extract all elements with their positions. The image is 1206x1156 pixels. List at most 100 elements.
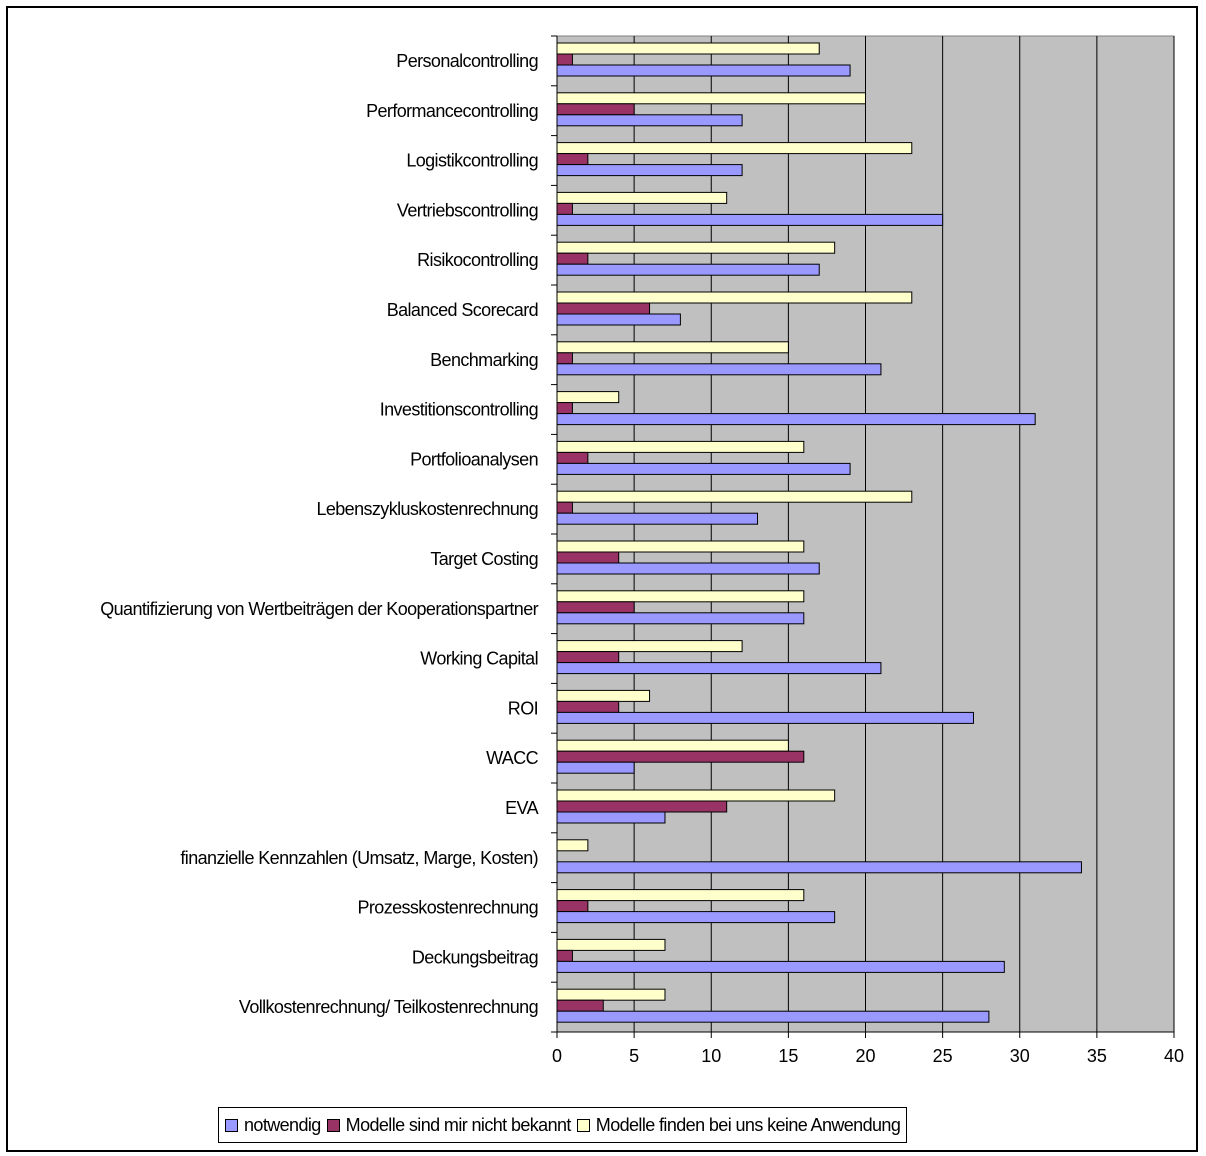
bar — [556, 700, 620, 713]
bar — [556, 999, 604, 1012]
category-label: Performancecontrolling — [366, 101, 538, 121]
bar — [556, 413, 1036, 426]
bar — [556, 651, 620, 664]
bar — [556, 900, 589, 913]
bar — [556, 402, 573, 415]
bar — [556, 601, 635, 614]
bar — [556, 889, 805, 902]
bar — [556, 490, 913, 503]
bar — [556, 42, 820, 55]
category-label: Logistikcontrolling — [406, 151, 538, 171]
bar — [556, 839, 589, 852]
bar — [556, 114, 743, 127]
bar — [556, 291, 913, 304]
bar — [556, 988, 666, 1001]
bar — [556, 313, 681, 326]
category-label: Vertriebscontrolling — [397, 200, 538, 220]
bar — [556, 53, 573, 66]
category-label: Target Costing — [430, 549, 538, 569]
bar — [556, 960, 1005, 973]
category-labels: Personalcontrolling Performancecontrollin… — [100, 51, 539, 1017]
bar — [556, 153, 589, 166]
bar — [556, 451, 589, 464]
legend: notwendig Modelle sind mir nicht bekannt… — [218, 1107, 908, 1143]
bar — [556, 938, 666, 951]
category-label: ROI — [508, 698, 538, 718]
bar — [556, 252, 589, 265]
legend-swatch — [576, 1118, 590, 1132]
tick-label: 0 — [552, 1046, 562, 1066]
bar — [556, 562, 820, 575]
category-label: Personalcontrolling — [396, 51, 538, 71]
legend-label: notwendig — [244, 1114, 321, 1135]
category-label: Quantifizierung von Wertbeiträgen der Ko… — [100, 599, 538, 619]
bars — [556, 42, 1082, 1023]
bar — [556, 363, 882, 376]
bar — [556, 164, 743, 177]
bar — [556, 103, 635, 116]
tick-labels: 0 5 10 15 20 25 30 35 40 — [552, 1046, 1184, 1066]
bar — [556, 1010, 990, 1023]
bar — [556, 911, 836, 924]
bar — [556, 302, 651, 315]
category-label: Investitionscontrolling — [380, 400, 538, 420]
bar — [556, 352, 573, 365]
legend-item: Modelle finden bei uns keine Anwendung — [576, 1114, 901, 1136]
category-label: Balanced Scorecard — [387, 300, 538, 320]
tick-label: 15 — [778, 1046, 798, 1066]
bar — [556, 540, 805, 553]
bar — [556, 551, 620, 564]
category-label: Working Capital — [420, 649, 538, 669]
axes — [551, 35, 1175, 1038]
legend-label: Modelle finden bei uns keine Anwendung — [595, 1114, 901, 1135]
bar — [556, 92, 866, 105]
tick-label: 35 — [1087, 1046, 1107, 1066]
bar — [556, 241, 836, 254]
bar — [556, 501, 573, 514]
bar — [556, 341, 789, 354]
category-label: Risikocontrolling — [417, 250, 538, 270]
legend-swatch — [326, 1118, 340, 1132]
bar — [556, 800, 728, 813]
bar — [556, 462, 851, 475]
bar — [556, 949, 573, 962]
bar — [556, 789, 836, 802]
bar — [556, 391, 620, 404]
bar — [556, 711, 974, 724]
bar — [556, 750, 805, 763]
legend-item: notwendig — [225, 1115, 321, 1136]
bar — [556, 612, 805, 625]
bar — [556, 213, 944, 226]
category-label: Lebenszykluskostenrechnung — [316, 499, 538, 519]
tick-label: 10 — [701, 1046, 721, 1066]
category-label: Deckungsbeitrag — [412, 947, 538, 967]
bar — [556, 689, 651, 702]
bar — [556, 861, 1082, 874]
bar — [556, 202, 573, 215]
category-label: Vollkostenrechnung/ Teilkostenrechnung — [239, 997, 538, 1017]
legend-item: Modelle sind mir nicht bekannt — [326, 1114, 572, 1136]
bar — [556, 811, 666, 824]
category-label: Benchmarking — [430, 350, 538, 370]
tick-label: 5 — [629, 1046, 639, 1066]
bar — [556, 64, 851, 77]
category-label: EVA — [505, 798, 538, 818]
bar — [556, 640, 743, 653]
bar — [556, 761, 635, 774]
tick-label: 25 — [933, 1046, 953, 1066]
tick-label: 30 — [1010, 1046, 1030, 1066]
legend-label: Modelle sind mir nicht bekannt — [345, 1114, 572, 1135]
legend-swatch — [225, 1118, 238, 1132]
category-label: finanzielle Kennzahlen (Umsatz, Marge, K… — [180, 848, 538, 868]
bar — [556, 512, 759, 525]
bar — [556, 440, 805, 453]
tick-label: 40 — [1164, 1046, 1184, 1066]
bar — [556, 263, 820, 276]
category-label: Prozesskostenrechnung — [357, 898, 538, 918]
bar — [556, 142, 913, 155]
bar — [556, 191, 728, 204]
bar — [556, 662, 882, 675]
category-label: WACC — [486, 748, 539, 768]
tick-label: 20 — [855, 1046, 875, 1066]
